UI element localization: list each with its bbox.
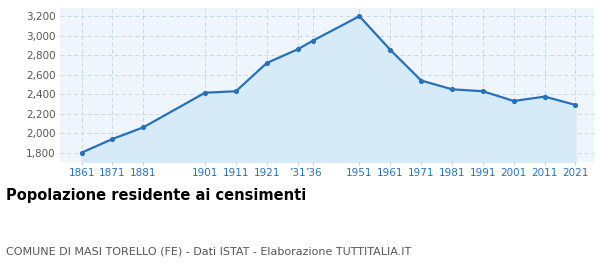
Point <box>262 61 272 65</box>
Text: COMUNE DI MASI TORELLO (FE) - Dati ISTAT - Elaborazione TUTTITALIA.IT: COMUNE DI MASI TORELLO (FE) - Dati ISTAT… <box>6 246 411 256</box>
Point <box>478 89 488 94</box>
Point <box>571 103 580 107</box>
Point <box>231 89 241 94</box>
Point <box>293 47 302 52</box>
Point <box>200 90 210 95</box>
Point <box>447 87 457 92</box>
Text: Popolazione residente ai censimenti: Popolazione residente ai censimenti <box>6 188 306 203</box>
Point <box>139 125 148 130</box>
Point <box>385 48 395 52</box>
Point <box>540 94 550 99</box>
Point <box>107 137 117 141</box>
Point <box>509 99 518 103</box>
Point <box>355 14 364 18</box>
Point <box>77 150 86 155</box>
Point <box>308 38 318 43</box>
Point <box>416 78 426 83</box>
